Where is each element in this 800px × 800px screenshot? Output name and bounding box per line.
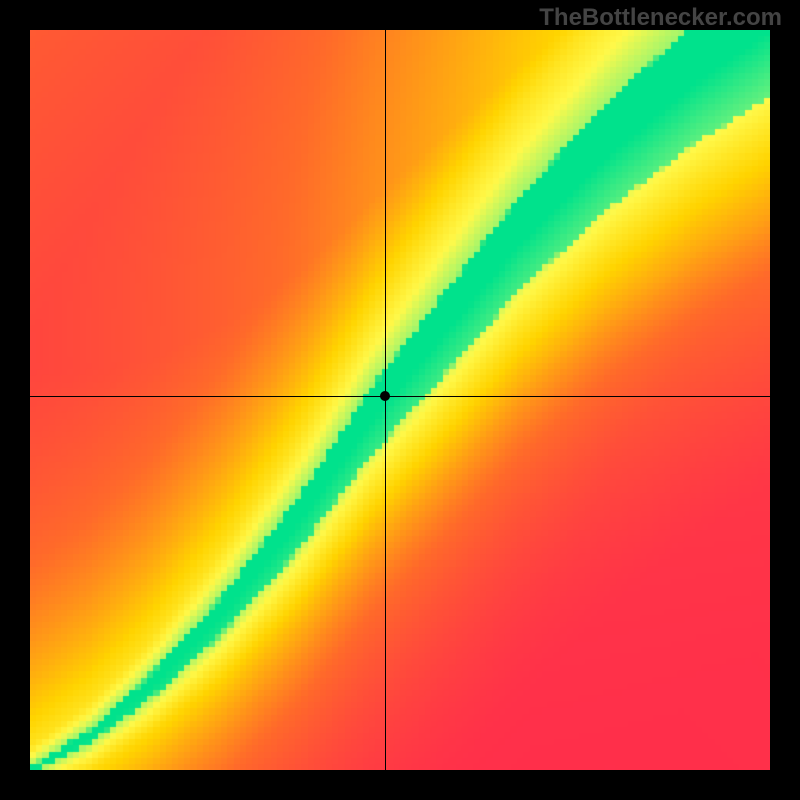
bottleneck-heatmap [30,30,770,770]
watermark-text: TheBottlenecker.com [539,4,782,32]
outer-frame: TheBottlenecker.com [0,0,800,800]
crosshair-horizontal [30,396,770,397]
